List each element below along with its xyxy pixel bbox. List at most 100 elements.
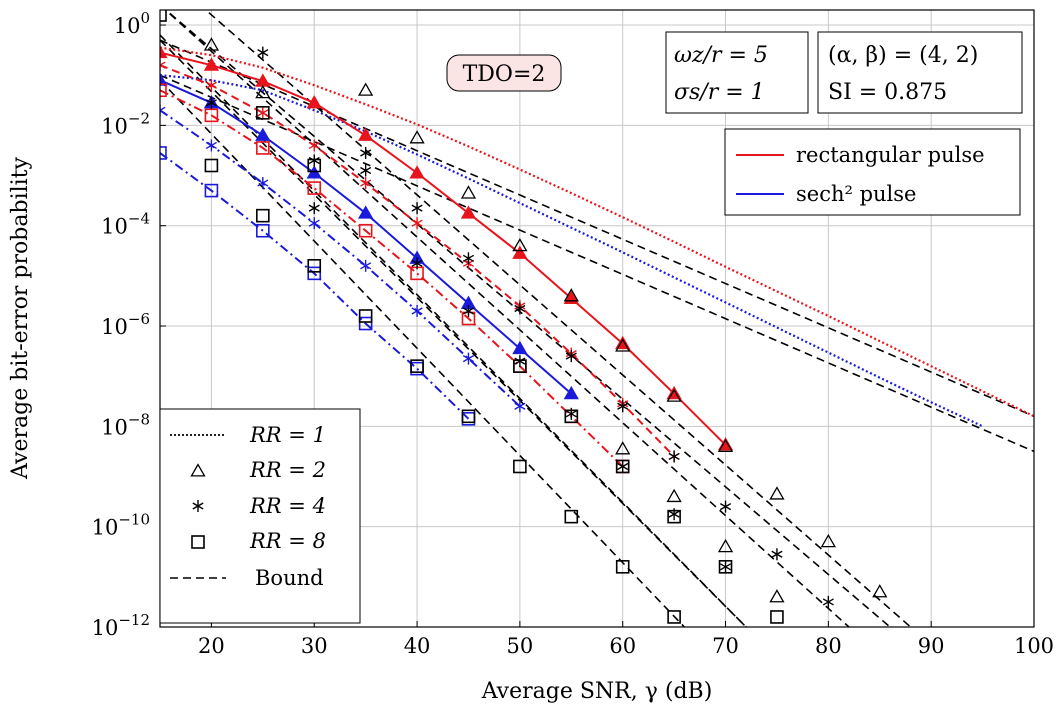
square-marker xyxy=(307,266,322,281)
asterisk-marker xyxy=(514,400,526,413)
param-box-1: ωz/r = 5 σs/r = 1 xyxy=(665,31,809,114)
square-marker xyxy=(160,10,167,22)
square-marker xyxy=(358,309,373,323)
asterisk-marker xyxy=(462,304,475,317)
plot-frame xyxy=(159,9,1035,628)
square-marker xyxy=(358,223,373,238)
triangle-marker xyxy=(615,338,631,352)
asterisk-marker xyxy=(360,146,372,159)
legend-marker-sample-rr2 xyxy=(190,463,206,477)
asterisk-marker xyxy=(257,177,269,190)
x-tick-label: 60 xyxy=(609,634,636,658)
asterisk-marker xyxy=(160,104,166,117)
x-axis-label: Average SNR, γ (dB) xyxy=(481,679,713,704)
x-tick-label: 40 xyxy=(404,634,431,658)
square-marker xyxy=(358,316,373,331)
bound-line xyxy=(164,10,850,627)
triangle-marker xyxy=(615,441,631,455)
asterisk-marker xyxy=(308,139,320,152)
y-tick-label: 10−2 xyxy=(101,109,150,138)
triangle-marker xyxy=(666,488,682,503)
triangle-marker xyxy=(190,463,206,477)
legend-color-frame xyxy=(724,128,1021,216)
triangle-marker xyxy=(203,57,220,71)
y-axis-ticks: 100 10−2 10−4 10−6 10−8 10−10 10−12 xyxy=(92,9,166,640)
triangle-marker xyxy=(512,237,528,252)
series-group xyxy=(160,44,1034,474)
asterisk-marker xyxy=(822,595,834,608)
triangle-marker xyxy=(203,37,220,51)
square-marker xyxy=(256,106,270,120)
legend-marker: RR = 1 RR = 2 RR = 4 RR = 8 Bound xyxy=(159,408,361,624)
triangle-marker xyxy=(160,72,168,86)
triangle-marker xyxy=(409,165,425,179)
asterisk-marker xyxy=(308,217,320,230)
tdo-box xyxy=(446,54,562,92)
series-line-rr1 xyxy=(160,74,984,428)
triangle-marker xyxy=(358,205,374,219)
triangle-marker xyxy=(358,127,374,141)
square-marker xyxy=(256,141,270,155)
asterisk-marker xyxy=(411,257,423,270)
x-tick-label: 20 xyxy=(198,634,225,658)
asterisk-marker xyxy=(462,252,475,265)
asterisk-marker xyxy=(668,450,680,463)
triangle-marker xyxy=(769,486,785,500)
x-tick-label: 80 xyxy=(815,634,842,658)
series-line-rr2 xyxy=(160,51,727,446)
param-box-2: (α, β) = (4, 2) SI = 0.875 xyxy=(817,31,1023,114)
bound-lines xyxy=(160,10,1034,627)
square-marker xyxy=(667,610,681,624)
square-marker xyxy=(307,181,322,195)
triangle-marker xyxy=(409,130,425,144)
legend-marker-label-rr1: RR = 1 xyxy=(249,423,326,447)
bound-line xyxy=(160,39,1034,418)
bound-line xyxy=(164,10,891,627)
asterisk-marker xyxy=(308,154,320,167)
bound-line xyxy=(160,79,685,627)
asterisk-marker xyxy=(360,164,372,177)
bound-line xyxy=(160,74,1034,453)
triangle-marker xyxy=(306,94,322,109)
asterisk-marker xyxy=(308,202,320,215)
bound-line xyxy=(160,34,747,627)
asterisk-marker xyxy=(411,304,423,317)
asterisk-marker xyxy=(257,106,269,119)
legend-marker-label-rr4: RR = 4 xyxy=(249,494,326,518)
square-marker xyxy=(160,146,167,160)
series-line-rr1 xyxy=(160,46,1034,418)
square-marker xyxy=(564,509,579,524)
triangle-marker xyxy=(872,584,888,598)
param-box-1-line1: ωz/r = 5 xyxy=(674,43,768,68)
triangle-marker xyxy=(460,205,477,219)
legend-marker-sample-rr4 xyxy=(192,500,204,512)
square-marker xyxy=(191,535,205,549)
triangle-marker xyxy=(512,340,528,355)
triangle-marker xyxy=(160,44,168,59)
y-tick-label: 10−10 xyxy=(92,511,150,540)
square-marker xyxy=(204,108,219,123)
param-box-2-frame xyxy=(817,31,1023,114)
series-line-rr8 xyxy=(160,152,470,420)
y-axis-label: Average bit-error probability xyxy=(8,156,33,479)
square-marker xyxy=(256,208,270,223)
triangle-marker xyxy=(717,437,734,451)
triangle-marker xyxy=(563,385,579,400)
tdo-annotation: TDO=2 xyxy=(446,54,562,92)
square-marker xyxy=(667,509,681,524)
triangle-marker xyxy=(563,288,579,302)
tdo-text: TDO=2 xyxy=(463,62,546,87)
asterisk-marker xyxy=(514,355,526,368)
param-box-2-line1: (α, β) = (4, 2) xyxy=(828,43,978,68)
triangle-marker xyxy=(666,388,682,402)
square-marker xyxy=(513,459,527,474)
asterisk-marker xyxy=(771,548,783,561)
x-axis-ticks: 20 30 40 50 60 70 80 90 100 xyxy=(198,621,1054,658)
asterisk-marker xyxy=(257,46,269,59)
y-tick-label: 100 xyxy=(114,9,150,38)
asterisk-marker xyxy=(360,259,372,272)
asterisk-marker xyxy=(719,500,732,513)
triangle-marker xyxy=(820,533,836,548)
asterisk-marker xyxy=(205,139,217,152)
